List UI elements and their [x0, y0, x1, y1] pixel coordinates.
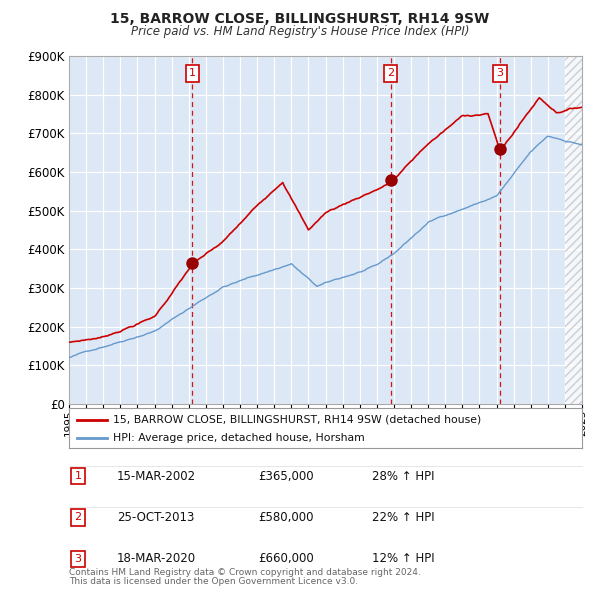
- Text: 15-MAR-2002: 15-MAR-2002: [117, 470, 196, 483]
- Text: £660,000: £660,000: [258, 552, 314, 565]
- Text: 15, BARROW CLOSE, BILLINGSHURST, RH14 9SW: 15, BARROW CLOSE, BILLINGSHURST, RH14 9S…: [110, 12, 490, 26]
- Text: 22% ↑ HPI: 22% ↑ HPI: [372, 511, 434, 524]
- Text: 2: 2: [74, 513, 82, 522]
- Text: 2: 2: [387, 68, 394, 78]
- Bar: [565, 56, 582, 404]
- Text: £365,000: £365,000: [258, 470, 314, 483]
- Text: 18-MAR-2020: 18-MAR-2020: [117, 552, 196, 565]
- Text: This data is licensed under the Open Government Licence v3.0.: This data is licensed under the Open Gov…: [69, 577, 358, 586]
- Text: 25-OCT-2013: 25-OCT-2013: [117, 511, 194, 524]
- Text: 15, BARROW CLOSE, BILLINGSHURST, RH14 9SW (detached house): 15, BARROW CLOSE, BILLINGSHURST, RH14 9S…: [113, 415, 481, 425]
- Text: 1: 1: [189, 68, 196, 78]
- Text: Contains HM Land Registry data © Crown copyright and database right 2024.: Contains HM Land Registry data © Crown c…: [69, 568, 421, 576]
- Text: 12% ↑ HPI: 12% ↑ HPI: [372, 552, 434, 565]
- Text: 28% ↑ HPI: 28% ↑ HPI: [372, 470, 434, 483]
- Text: 3: 3: [74, 554, 82, 563]
- Text: 1: 1: [74, 471, 82, 481]
- Text: £580,000: £580,000: [258, 511, 314, 524]
- Text: HPI: Average price, detached house, Horsham: HPI: Average price, detached house, Hors…: [113, 434, 364, 443]
- Text: 3: 3: [497, 68, 503, 78]
- Text: Price paid vs. HM Land Registry's House Price Index (HPI): Price paid vs. HM Land Registry's House …: [131, 25, 469, 38]
